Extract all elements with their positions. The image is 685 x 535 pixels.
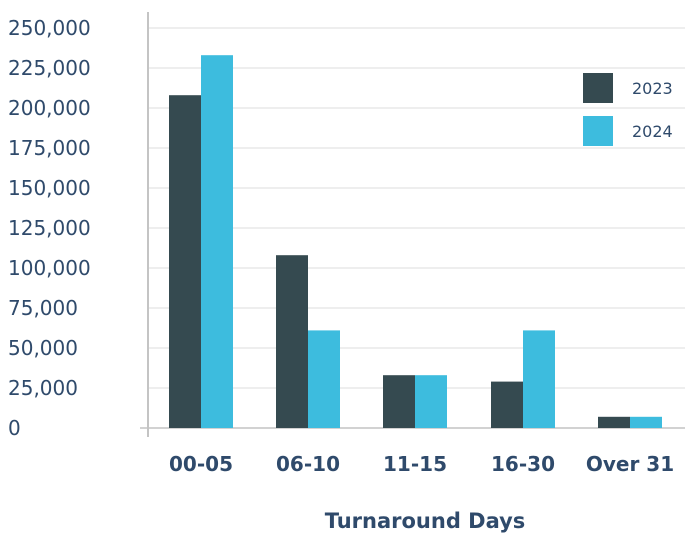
- x-tick-label: 00-05: [169, 452, 233, 476]
- x-axis-label: Turnaround Days: [325, 509, 526, 533]
- y-tick-label: 75,000: [8, 296, 78, 320]
- bar-2024-06-10: [308, 330, 340, 428]
- legend: 2023 2024: [583, 73, 673, 146]
- bar-2024-00-05: [201, 55, 233, 428]
- bar-2024-over-31: [630, 416, 662, 428]
- y-tick-label: 125,000: [8, 216, 91, 240]
- bar-2024-11-15: [415, 375, 447, 428]
- bar-2023-16-30: [491, 381, 523, 428]
- x-tick-label: 16-30: [491, 452, 555, 476]
- legend-label-2024: 2024: [632, 122, 673, 141]
- x-tick-labels: 00-05 06-10 11-15 16-30 Over 31: [169, 452, 674, 476]
- y-tick-label: 50,000: [8, 336, 78, 360]
- legend-swatch-2024: [583, 116, 613, 146]
- x-tick-label: Over 31: [586, 452, 674, 476]
- y-tick-label: 150,000: [8, 176, 91, 200]
- bar-2023-00-05: [169, 95, 201, 428]
- bar-2023-over-31: [598, 416, 630, 428]
- y-tick-label: 25,000: [8, 376, 78, 400]
- y-tick-label: 175,000: [8, 136, 91, 160]
- y-tick-label: 225,000: [8, 56, 91, 80]
- y-tick-labels: 0 25,000 50,000 75,000 100,000 125,000 150,000…: [8, 16, 91, 440]
- bar-2023-11-15: [383, 375, 415, 428]
- x-tick-label: 11-15: [383, 452, 447, 476]
- bars: [169, 55, 662, 428]
- legend-swatch-2023: [583, 73, 613, 103]
- y-tick-label: 200,000: [8, 96, 91, 120]
- y-tick-label: 100,000: [8, 256, 91, 280]
- y-tick-label: 250,000: [8, 16, 91, 40]
- bar-2023-06-10: [276, 255, 308, 428]
- grid-lines: [148, 27, 685, 389]
- bar-2024-16-30: [523, 330, 555, 428]
- legend-label-2023: 2023: [632, 79, 673, 98]
- y-tick-label: 0: [8, 416, 21, 440]
- x-tick-label: 06-10: [276, 452, 340, 476]
